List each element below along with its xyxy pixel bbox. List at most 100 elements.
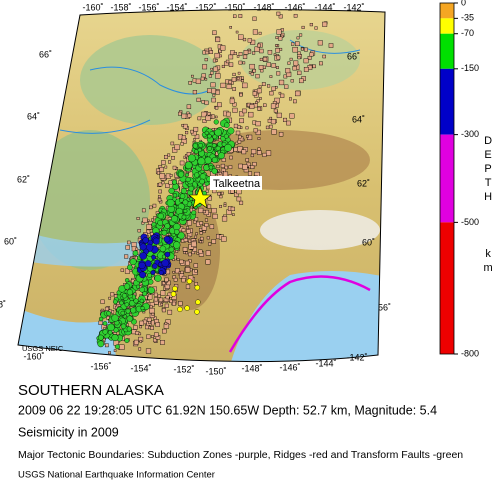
shallow-quake [285, 68, 291, 74]
shallow-quake [179, 259, 184, 264]
intermediate-quake [107, 323, 115, 332]
intermediate-quake [97, 334, 104, 341]
shallow-quake [146, 334, 151, 339]
shallow-quake [162, 281, 166, 285]
depth-band [440, 134, 454, 223]
shallow-quake [135, 247, 139, 251]
shallow-quake [196, 97, 201, 102]
shallow-quake [273, 108, 278, 113]
lon-label: -146˚ [284, 2, 305, 12]
shallow-quake [239, 93, 243, 97]
shallow-quake [265, 150, 272, 156]
deep-quake [152, 237, 160, 245]
shallow-quake [133, 339, 139, 345]
shallow-quake [229, 98, 235, 104]
shallow-quake [217, 102, 222, 108]
shallow-quake [252, 162, 257, 167]
intermediate-quake [188, 185, 195, 192]
shallow-quake [215, 59, 218, 62]
shallow-quake [161, 181, 165, 185]
shallow-quake [208, 74, 212, 78]
lon-label: -148˚ [241, 363, 262, 373]
shallow-quake [317, 40, 323, 46]
shallow-quake [304, 47, 308, 52]
shallow-quake [241, 79, 244, 83]
shallow-quake [211, 239, 217, 244]
ocean [220, 271, 385, 362]
shallow-quake [242, 164, 248, 170]
shallow-quake [238, 52, 243, 56]
deep-quake [152, 263, 158, 269]
lon-label: -160˚ [82, 2, 103, 12]
shallow-quake [220, 45, 226, 51]
shallow-quake [195, 78, 201, 84]
intermediate-quake [97, 340, 105, 348]
shallow-quake [271, 86, 276, 91]
shallow-quake [278, 91, 282, 95]
shallow-quake [185, 284, 191, 289]
shallow-quake [185, 260, 190, 266]
shallow-quake [211, 88, 216, 94]
shallow-quake [254, 46, 260, 52]
shallow-quake [267, 50, 273, 55]
intermediate-quake [139, 286, 145, 293]
shallow-quake [243, 50, 249, 55]
shallow-quake [218, 49, 222, 53]
shallow-quake [248, 111, 254, 118]
intermediate-quake [207, 146, 212, 151]
shallow-quake [218, 171, 222, 175]
shallow-quake [172, 270, 175, 274]
shallow-quake [250, 153, 254, 158]
shallow-quake [186, 229, 191, 234]
depth-band [440, 33, 454, 69]
intermediate-quake [126, 326, 132, 332]
shallow-quake [146, 229, 151, 234]
intermediate-quake [98, 316, 104, 322]
shallow-quake [136, 217, 140, 220]
shallow-quake [233, 14, 237, 18]
shallow-quake [242, 61, 246, 65]
shallow-quake [250, 165, 255, 170]
deep-quake [142, 237, 149, 244]
intermediate-quake [139, 298, 144, 304]
lon-label: -150˚ [224, 2, 245, 12]
shallow-quake [229, 26, 232, 29]
shallow-quake [232, 87, 236, 91]
shallow-quake [152, 203, 157, 208]
shallow-quake [232, 213, 235, 216]
depth-tick-label: -150 [461, 63, 479, 73]
shallow-quake [160, 290, 166, 296]
shallow-quake [301, 25, 305, 29]
intermediate-quake [125, 308, 131, 314]
shallow-quake [98, 320, 103, 325]
shallow-quake [160, 303, 164, 306]
shallow-quake [221, 236, 227, 242]
shallow-quake [236, 76, 240, 80]
caption-period: Seismicity in 2009 [18, 425, 119, 439]
yellow-quake [172, 285, 178, 292]
shallow-quake [291, 42, 295, 46]
lon-label: -156˚ [90, 361, 111, 371]
intermediate-quake [127, 264, 133, 271]
shallow-quake [215, 106, 219, 110]
intermediate-quake [218, 152, 225, 160]
shallow-quake [262, 65, 266, 69]
shallow-quake [135, 331, 140, 335]
shallow-quake [204, 58, 208, 62]
shallow-quake [267, 84, 271, 88]
shallow-quake [286, 120, 291, 126]
shallow-quake [197, 116, 202, 121]
shallow-quake [138, 347, 142, 351]
lon-label: -152˚ [195, 2, 216, 12]
shallow-quake [169, 174, 173, 177]
deep-quake [144, 260, 152, 267]
shallow-quake [232, 72, 236, 77]
intermediate-quake [129, 258, 137, 266]
shallow-quake [300, 47, 304, 51]
shallow-quake [219, 205, 222, 208]
shallow-quake [201, 225, 207, 231]
shallow-quake [160, 339, 165, 345]
shallow-quake [252, 16, 257, 21]
shallow-quake [232, 107, 238, 113]
shallow-quake [205, 50, 209, 55]
